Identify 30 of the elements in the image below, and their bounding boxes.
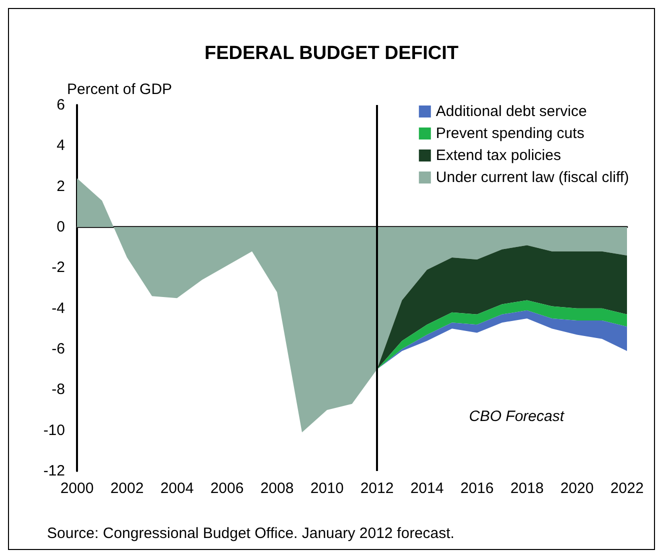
y-tick-label: 0 [56,218,65,236]
legend-label: Extend tax policies [436,147,561,164]
x-tick-label: 2002 [110,480,144,497]
x-tick-label: 2020 [560,480,594,497]
legend-label: Prevent spending cuts [436,125,584,142]
y-tick-label: -6 [52,340,65,358]
legend-label: Additional debt service [436,103,587,120]
y-tick-label: -12 [43,462,65,480]
x-tick-label: 2014 [410,480,444,497]
y-axis-title: Percent of GDP [67,81,172,98]
x-tick-label: 2000 [60,480,94,497]
chart-title: FEDERAL BUDGET DEFICIT [204,43,459,64]
y-tick-label: -8 [52,381,65,398]
annotation: CBO Forecast [469,408,565,425]
x-tick-label: 2018 [510,480,544,497]
y-tick-label: -4 [52,300,65,317]
x-tick-label: 2010 [310,480,344,497]
x-tick-label: 2008 [260,480,294,497]
source-note: Source: Congressional Budget Office. January 2012 forecast. [47,525,454,542]
x-tick-label: 2016 [460,480,494,497]
y-tick-label: 2 [56,178,65,195]
x-tick-label: 2004 [160,480,194,497]
y-tick-label: 4 [56,137,65,154]
x-tick-label: 2006 [210,480,244,497]
y-tick-label: -2 [52,259,65,276]
x-tick-label: 2012 [360,480,394,497]
y-tick-label: 6 [56,96,65,114]
x-tick-label: 2022 [610,480,644,497]
y-tick-label: -10 [43,422,65,439]
legend-label: Under current law (fiscal cliff) [436,169,630,186]
